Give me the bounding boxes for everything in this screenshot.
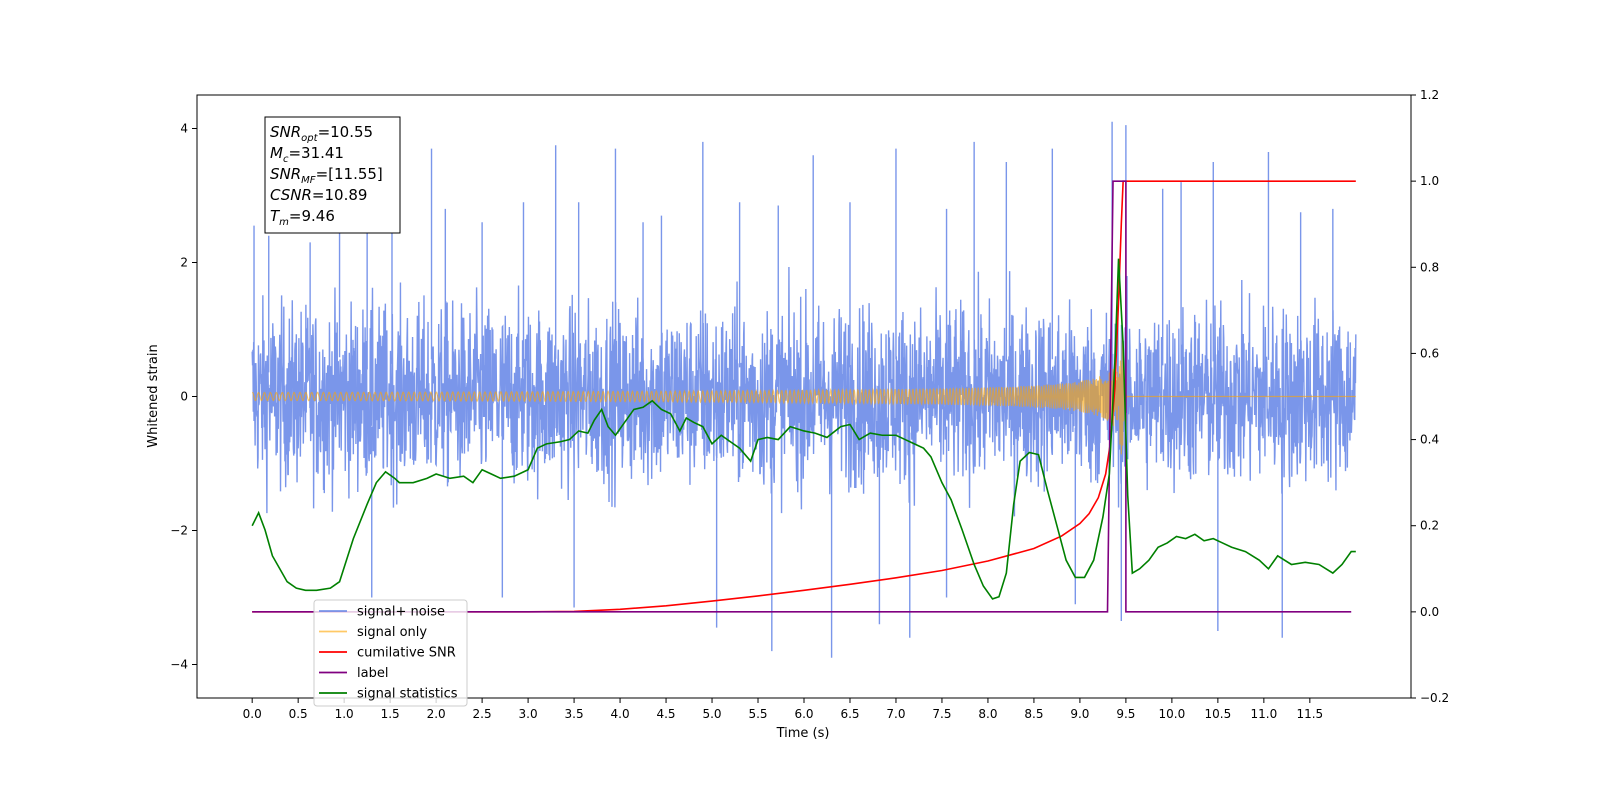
series-signal-only [252,329,1356,455]
y-tick-label: 4 [180,122,188,136]
annotation-value: =[11.55] [316,165,383,183]
x-tick-label: 9.5 [1116,707,1135,721]
annotation-value: =31.41 [288,144,344,162]
legend-label: cumilative SNR [357,646,456,661]
x-tick-label: 0.5 [289,707,308,721]
x-tick-label: 8.5 [1024,707,1043,721]
series-cumilative-snr [252,180,1356,613]
y-axis-right: −0.2 0.0 0.2 0.4 0.6 0.8 1.0 1.2 [1411,88,1449,705]
y-axis-left: −4 −2 0 2 4 [170,122,197,672]
annotation-subscript: opt [301,133,318,144]
x-tick-label: 4.5 [656,707,675,721]
x-tick-label: 10.0 [1159,707,1186,721]
x-tick-label: 0.0 [243,707,262,721]
y2-tick-label: 0.6 [1420,346,1439,360]
x-tick-label: 6.5 [840,707,859,721]
x-tick-label: 9.0 [1070,707,1089,721]
annotation-symbol: CSNR [270,186,312,204]
y2-tick-label: 0.4 [1420,433,1439,447]
annotation-value: =9.46 [289,207,335,225]
x-tick-label: 3.5 [565,707,584,721]
annotation-symbol: M [270,144,283,162]
x-tick-label: 8.0 [978,707,997,721]
y-tick-label: 0 [180,390,188,404]
x-tick-label: 5.0 [702,707,721,721]
annotation-symbol: SNR [270,165,301,183]
x-tick-label: 1.5 [381,707,400,721]
x-tick-label: 6.0 [794,707,813,721]
legend-label: label [357,666,388,681]
annotation-line: SNRMF=[11.55] [270,165,383,186]
series-signal-noise [251,121,1357,658]
x-tick-label: 7.0 [886,707,905,721]
y-tick-label: −4 [170,658,188,672]
annotation-subscript: c [283,154,289,165]
x-axis: 0.0 0.5 1.0 1.5 2.0 2.5 3.0 3.5 4.0 4.5 5.0 5.5 6.0 6… [243,698,1323,721]
x-tick-label: 7.5 [932,707,951,721]
legend-label: signal+ noise [357,605,445,620]
legend-label: signal only [357,625,427,640]
y2-tick-label: 0.0 [1420,605,1439,619]
annotation-subscript: m [279,217,289,228]
x-tick-label: 3.0 [519,707,538,721]
annotation-line: Mc=31.41 [270,144,344,165]
annotation-box: SNRopt=10.55Mc=31.41SNRMF=[11.55]CSNR=10… [264,116,401,234]
legend-label: signal statistics [357,687,458,702]
y-axis-label: Whitened strain [146,344,161,447]
series-signal-statistics [251,258,1356,600]
annotation-subscript: MF [301,175,316,186]
annotation-line: SNRopt=10.55 [270,123,373,144]
series-label [252,180,1352,613]
y2-tick-label: 0.8 [1420,260,1439,274]
x-axis-label: Time (s) [776,726,830,741]
x-tick-label: 11.5 [1296,707,1323,721]
annotation-symbol: SNR [270,123,301,141]
x-tick-label: 2.0 [427,707,446,721]
legend: signal+ noise signal only cumilative SNR la… [313,599,468,707]
x-tick-label: 5.5 [748,707,767,721]
x-tick-label: 11.0 [1250,707,1277,721]
legend-frame [313,599,468,707]
annotation-symbol: T [270,207,281,225]
annotation-line: Tm=9.46 [270,207,335,228]
annotation-line: CSNR=10.89 [270,186,367,204]
y2-tick-label: 1.0 [1420,174,1439,188]
y-tick-label: −2 [170,524,188,538]
y2-tick-label: 0.2 [1420,519,1439,533]
series-layer [251,121,1357,658]
annotation-value: =10.55 [318,123,374,141]
y-tick-label: 2 [180,256,188,270]
y2-tick-label: 1.2 [1420,88,1439,102]
x-tick-label: 10.5 [1205,707,1232,721]
x-tick-label: 2.5 [473,707,492,721]
x-tick-label: 4.0 [611,707,630,721]
x-tick-label: 1.0 [335,707,354,721]
y2-tick-label: −0.2 [1420,691,1449,705]
annotation-value: =10.89 [312,186,368,204]
